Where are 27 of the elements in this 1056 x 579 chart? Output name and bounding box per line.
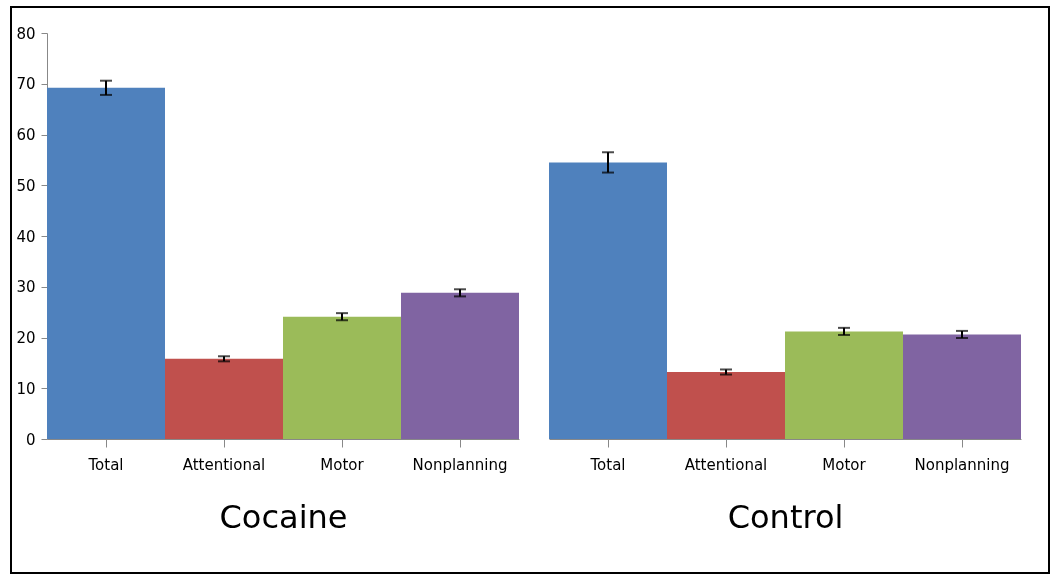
x-tick-label: Nonplanning xyxy=(914,455,1010,474)
y-tick-label: 30 xyxy=(16,278,36,297)
y-tick-label: 10 xyxy=(16,379,36,398)
x-tick-label: Total xyxy=(589,455,626,474)
y-tick-label: 20 xyxy=(16,329,36,347)
bar xyxy=(401,292,519,439)
y-tick-label: 70 xyxy=(16,75,36,94)
bar xyxy=(667,372,785,439)
y-tick-label: 60 xyxy=(16,126,36,144)
x-axis-title: Cocaine xyxy=(219,497,348,536)
bar xyxy=(785,331,903,439)
x-axis-title: Control xyxy=(727,497,844,536)
x-tick-label: Total xyxy=(87,455,124,474)
bar xyxy=(549,162,667,439)
x-tick-label: Motor xyxy=(320,455,365,474)
bar xyxy=(283,316,401,439)
bar xyxy=(903,334,1021,439)
bar xyxy=(47,87,165,439)
bar xyxy=(165,358,283,439)
x-tick-label: Nonplanning xyxy=(412,455,508,474)
x-tick-label: Motor xyxy=(822,455,867,474)
y-tick-label: 50 xyxy=(16,176,36,195)
y-tick-label: 0 xyxy=(25,430,36,449)
y-tick-label: 80 xyxy=(16,24,36,43)
x-tick-label: Attentional xyxy=(684,455,768,474)
y-tick-label: 40 xyxy=(16,227,36,246)
x-tick-label: Attentional xyxy=(182,455,266,474)
